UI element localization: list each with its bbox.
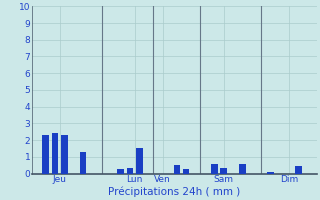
Bar xyxy=(43,135,49,174)
Bar xyxy=(183,169,189,174)
Bar xyxy=(80,152,86,174)
Bar xyxy=(220,168,227,174)
Bar xyxy=(61,135,68,174)
Bar xyxy=(127,168,133,174)
Bar xyxy=(211,164,218,174)
Bar xyxy=(52,133,58,174)
Bar xyxy=(117,169,124,174)
X-axis label: Précipitations 24h ( mm ): Précipitations 24h ( mm ) xyxy=(108,187,241,197)
Bar xyxy=(136,148,143,174)
Bar xyxy=(267,172,274,174)
Bar xyxy=(173,165,180,174)
Bar xyxy=(239,164,245,174)
Bar xyxy=(295,166,302,174)
